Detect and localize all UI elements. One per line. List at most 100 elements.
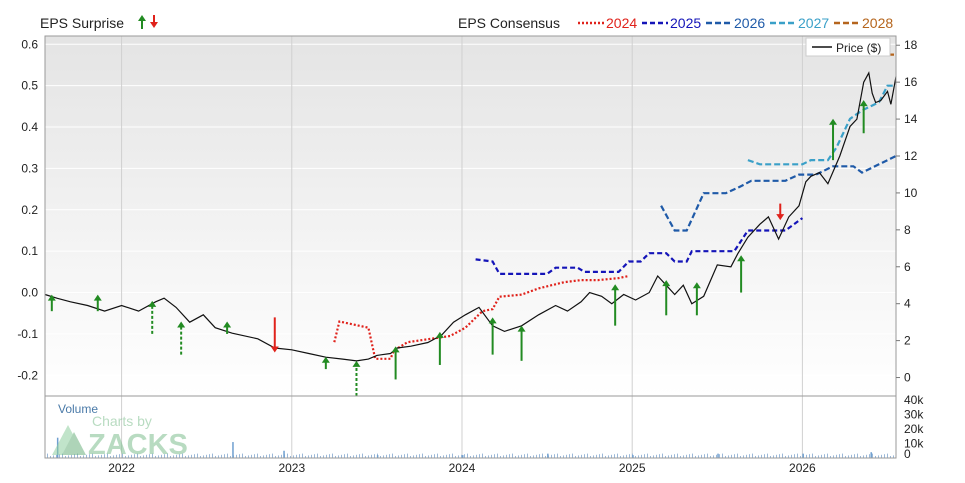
volume-bar <box>629 454 630 458</box>
price-legend-label: Price ($) <box>836 41 881 55</box>
volume-bar <box>221 454 222 458</box>
volume-bar <box>839 454 840 458</box>
volume-bar <box>194 454 195 458</box>
volume-bar <box>773 455 774 458</box>
volume-bar <box>275 456 276 458</box>
volume-bar <box>791 454 792 458</box>
volume-bar <box>179 454 180 458</box>
volume-bar <box>371 454 372 458</box>
volume-bar <box>890 456 891 458</box>
surprise-arrows <box>47 100 868 396</box>
volume-bar <box>563 455 564 458</box>
volume-bar <box>719 454 720 458</box>
left-tick-label: 0.2 <box>21 203 38 217</box>
left-tick-label: 0.0 <box>21 286 38 300</box>
volume-bar <box>554 454 555 458</box>
series-line-price- <box>44 71 897 362</box>
volume-bar <box>365 456 366 458</box>
volume-bar <box>767 453 768 458</box>
volume-bar <box>458 455 459 458</box>
volume-bar <box>740 456 741 458</box>
volume-bar <box>410 456 411 458</box>
volume-bar <box>125 456 126 458</box>
surprise-down-icon <box>150 15 158 28</box>
volume-bar <box>728 455 729 458</box>
volume-bar <box>533 455 534 458</box>
series-line-2025 <box>475 217 804 275</box>
volume-bar <box>674 454 675 458</box>
volume-bar <box>782 453 783 458</box>
volume-bar <box>881 454 882 458</box>
volume-bar <box>638 455 639 458</box>
volume-bar <box>599 454 600 458</box>
volume-bar <box>566 454 567 458</box>
volume-bar <box>893 455 894 458</box>
volume-bar <box>818 455 819 458</box>
volume-bar <box>590 456 591 458</box>
legend-item-2024: 2024 <box>578 15 637 31</box>
volume-bar <box>788 455 789 458</box>
right-tick-label: 2 <box>904 334 911 348</box>
right-axis-ticks: 18 16 14 12 10 8 6 4 2 0 <box>896 38 918 385</box>
surprise-up-arrow <box>435 331 444 365</box>
eps-surprise-label: EPS Surprise <box>40 15 124 31</box>
volume-bar <box>686 454 687 458</box>
left-tick-label: 0.5 <box>21 79 38 93</box>
volume-bar <box>572 453 573 458</box>
volume-bar <box>680 456 681 458</box>
volume-bar <box>419 454 420 458</box>
eps-consensus-label: EPS Consensus <box>458 15 560 31</box>
volume-bar <box>506 454 507 458</box>
volume-bar <box>311 454 312 458</box>
volume-bar <box>677 453 678 458</box>
volume-bar <box>182 453 183 458</box>
surprise-up-arrow <box>737 255 746 293</box>
volume-bar <box>326 454 327 458</box>
plot-background <box>45 36 896 396</box>
volume-bar <box>104 454 105 458</box>
volume-bar <box>47 453 48 458</box>
surprise-down-arrow <box>270 317 279 353</box>
volume-bar <box>287 453 288 458</box>
volume-bar <box>200 456 201 458</box>
volume-tick-label: 0 <box>904 447 911 461</box>
volume-bar <box>113 455 114 458</box>
volume-background <box>45 396 896 458</box>
volume-bar <box>197 453 198 458</box>
volume-bar <box>296 454 297 458</box>
volume-bar <box>650 456 651 458</box>
volume-bar <box>131 454 132 458</box>
volume-bar <box>83 455 84 458</box>
volume-bar <box>518 455 519 458</box>
volume-bar <box>374 454 375 458</box>
volume-bar <box>425 456 426 458</box>
volume-bar <box>887 453 888 458</box>
volume-bar <box>884 454 885 458</box>
volume-bar <box>539 454 540 458</box>
volume-bar <box>746 454 747 458</box>
legend-label: 2027 <box>798 15 829 31</box>
volume-bar <box>95 456 96 458</box>
volume-bar <box>617 453 618 458</box>
volume-bar <box>530 456 531 458</box>
volume-bar <box>701 454 702 458</box>
volume-bar <box>278 455 279 458</box>
volume-bar <box>232 442 234 458</box>
right-tick-label: 0 <box>904 371 911 385</box>
volume-bar <box>764 454 765 458</box>
volume-bar <box>707 453 708 458</box>
volume-bar <box>341 454 342 458</box>
volume-bar <box>149 454 150 458</box>
volume-bar <box>68 455 69 458</box>
volume-bar <box>368 455 369 458</box>
volume-bar <box>491 454 492 458</box>
surprise-up-arrow <box>47 294 56 312</box>
volume-bars <box>47 437 894 458</box>
volume-bar <box>281 454 282 458</box>
surprise-up-arrow <box>93 294 102 312</box>
volume-bar <box>584 454 585 458</box>
volume-bar <box>578 455 579 458</box>
volume-bar <box>80 456 81 458</box>
volume-bar <box>245 456 246 458</box>
volume-bar <box>668 455 669 458</box>
